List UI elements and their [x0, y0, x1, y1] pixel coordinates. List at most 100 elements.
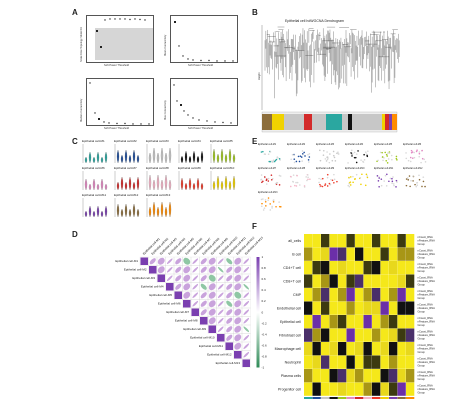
violin-plot — [146, 171, 172, 191]
heatmap-cell — [321, 355, 330, 369]
heatmap-cell — [363, 315, 372, 329]
panel-label-c: C — [72, 137, 78, 146]
heatmap-cell — [329, 261, 338, 275]
heatmap-cell — [380, 247, 389, 261]
corr-scale-tick: 0.8 — [262, 266, 267, 270]
heatmap-cell — [312, 355, 321, 369]
heatmap-cell — [346, 382, 355, 396]
dendrogram-title: Epithelial cell hdWGCNA Dendrogram — [285, 19, 344, 23]
heatmap-cell — [338, 247, 347, 261]
heatmap-side-label: nFeature_RNA — [418, 279, 436, 283]
heatmap-cell — [312, 261, 321, 275]
heatmap-cell — [372, 247, 381, 261]
module-color-strip — [372, 397, 381, 399]
a-plot-1-ylabel: Scale Free Topology Model Fit — [80, 27, 83, 62]
module-color-strip — [338, 397, 347, 399]
corr-scale-tick: 0.2 — [262, 299, 267, 303]
heatmap-cell — [380, 369, 389, 383]
feature-plot-label: Epithelial cell-M2 — [287, 143, 306, 146]
heatmap-cell — [304, 342, 313, 356]
heatmap-cell — [372, 342, 381, 356]
feature-plot — [405, 174, 426, 188]
corr-row-label: Epithelial cell-M12 — [207, 353, 232, 357]
heatmap-cell — [389, 382, 398, 396]
heatmap-side-label: nCount_RNA — [418, 384, 434, 388]
module-color-strip — [346, 397, 355, 399]
heatmap-cell — [389, 342, 398, 356]
heatmap-row-label: Epithelial cell — [280, 320, 301, 324]
heatmap-cell — [304, 261, 313, 275]
heatmap-side-label: nFeature_RNA — [418, 252, 436, 256]
heatmap-cell — [389, 355, 398, 369]
heatmap-cell — [406, 301, 415, 315]
heatmap-cell — [372, 234, 381, 248]
heatmap-cell — [312, 369, 321, 383]
heatmap-cell — [397, 234, 406, 248]
corr-scale-tick: -0.8 — [262, 354, 268, 358]
heatmap-side-label: Group — [418, 323, 426, 327]
heatmap-side-label: nFeature_RNA — [418, 306, 436, 310]
heatmap-cell — [355, 261, 364, 275]
heatmap-cell — [380, 315, 389, 329]
heatmap-cell — [397, 247, 406, 261]
feature-plot-label: Epithelial cell-M6 — [403, 143, 422, 146]
violin-label: Epithelial cell-M13 — [146, 193, 171, 197]
heatmap-cell — [355, 342, 364, 356]
heatmap-cell — [321, 369, 330, 383]
module-color-strip — [329, 397, 338, 399]
feature-plot — [405, 149, 427, 164]
feature-plot — [347, 173, 369, 188]
heatmap-cell — [338, 382, 347, 396]
violin-label: Epithelial cell-M3 — [146, 139, 169, 143]
heatmap-side-label: Group — [418, 350, 426, 354]
a-plot-1-svg — [95, 18, 153, 60]
feature-plot-label: Epithelial cell-M1 — [258, 143, 277, 146]
heatmap-cell — [304, 315, 313, 329]
heatmap-cell — [312, 328, 321, 342]
heatmap-cell — [389, 261, 398, 275]
violin-plot — [146, 198, 172, 218]
heatmap-cell — [338, 274, 347, 288]
feature-plot — [319, 149, 340, 164]
heatmap-side-label: nCount_RNA — [418, 316, 434, 320]
heatmap-cell — [406, 328, 415, 342]
corr-row-label: Epithelial cell-M9 — [183, 327, 206, 331]
corr-scale-tick: 0 — [262, 310, 264, 314]
corr-row-label: Epithelial cell-M13 — [216, 361, 241, 365]
heatmap-cell — [406, 261, 415, 275]
module-color-strip — [321, 397, 330, 399]
heatmap-cell — [372, 288, 381, 302]
heatmap-side-label: Group — [418, 363, 426, 367]
a-plot-2-svg — [174, 21, 234, 62]
feature-plot — [376, 173, 398, 188]
corr-row-label: Epithelial cell-M3 — [132, 276, 155, 280]
a-plot-1 — [86, 15, 154, 63]
heatmap-side-label: nCount_RNA — [418, 330, 434, 334]
heatmap-cell — [338, 261, 347, 275]
heatmap-cell — [312, 234, 321, 248]
heatmap-cell — [346, 301, 355, 315]
feature-plot-label: Epithelial cell-M11 — [374, 167, 394, 170]
feature-plot-label: Epithelial cell-M9 — [316, 167, 335, 170]
panel-label-a: A — [72, 8, 78, 17]
violin-plot — [82, 144, 108, 164]
heatmap-side-label: Group — [418, 242, 426, 246]
feature-plot-label: Epithelial cell-M5 — [374, 143, 393, 146]
heatmap-cell — [329, 382, 338, 396]
corr-row-label: Epithelial cell-M10 — [190, 336, 215, 340]
heatmap-side-label: nFeature_RNA — [418, 333, 436, 337]
heatmap-side-label: nFeature_RNA — [418, 387, 436, 391]
heatmap-row-label: B cell — [292, 253, 301, 257]
heatmap-cell — [312, 382, 321, 396]
corr-scale-tick: -0.4 — [262, 332, 268, 336]
heatmap-cell — [380, 261, 389, 275]
violin-plot — [178, 144, 204, 164]
heatmap-cell — [380, 288, 389, 302]
violin-plot — [114, 171, 140, 191]
heatmap-cell — [304, 369, 313, 383]
feature-plot-label: Epithelial cell-M7 — [258, 167, 277, 170]
heatmap-cell — [338, 288, 347, 302]
heatmap-cell — [363, 369, 372, 383]
heatmap-row-label: CMP — [293, 293, 302, 297]
heatmap-cell — [380, 355, 389, 369]
